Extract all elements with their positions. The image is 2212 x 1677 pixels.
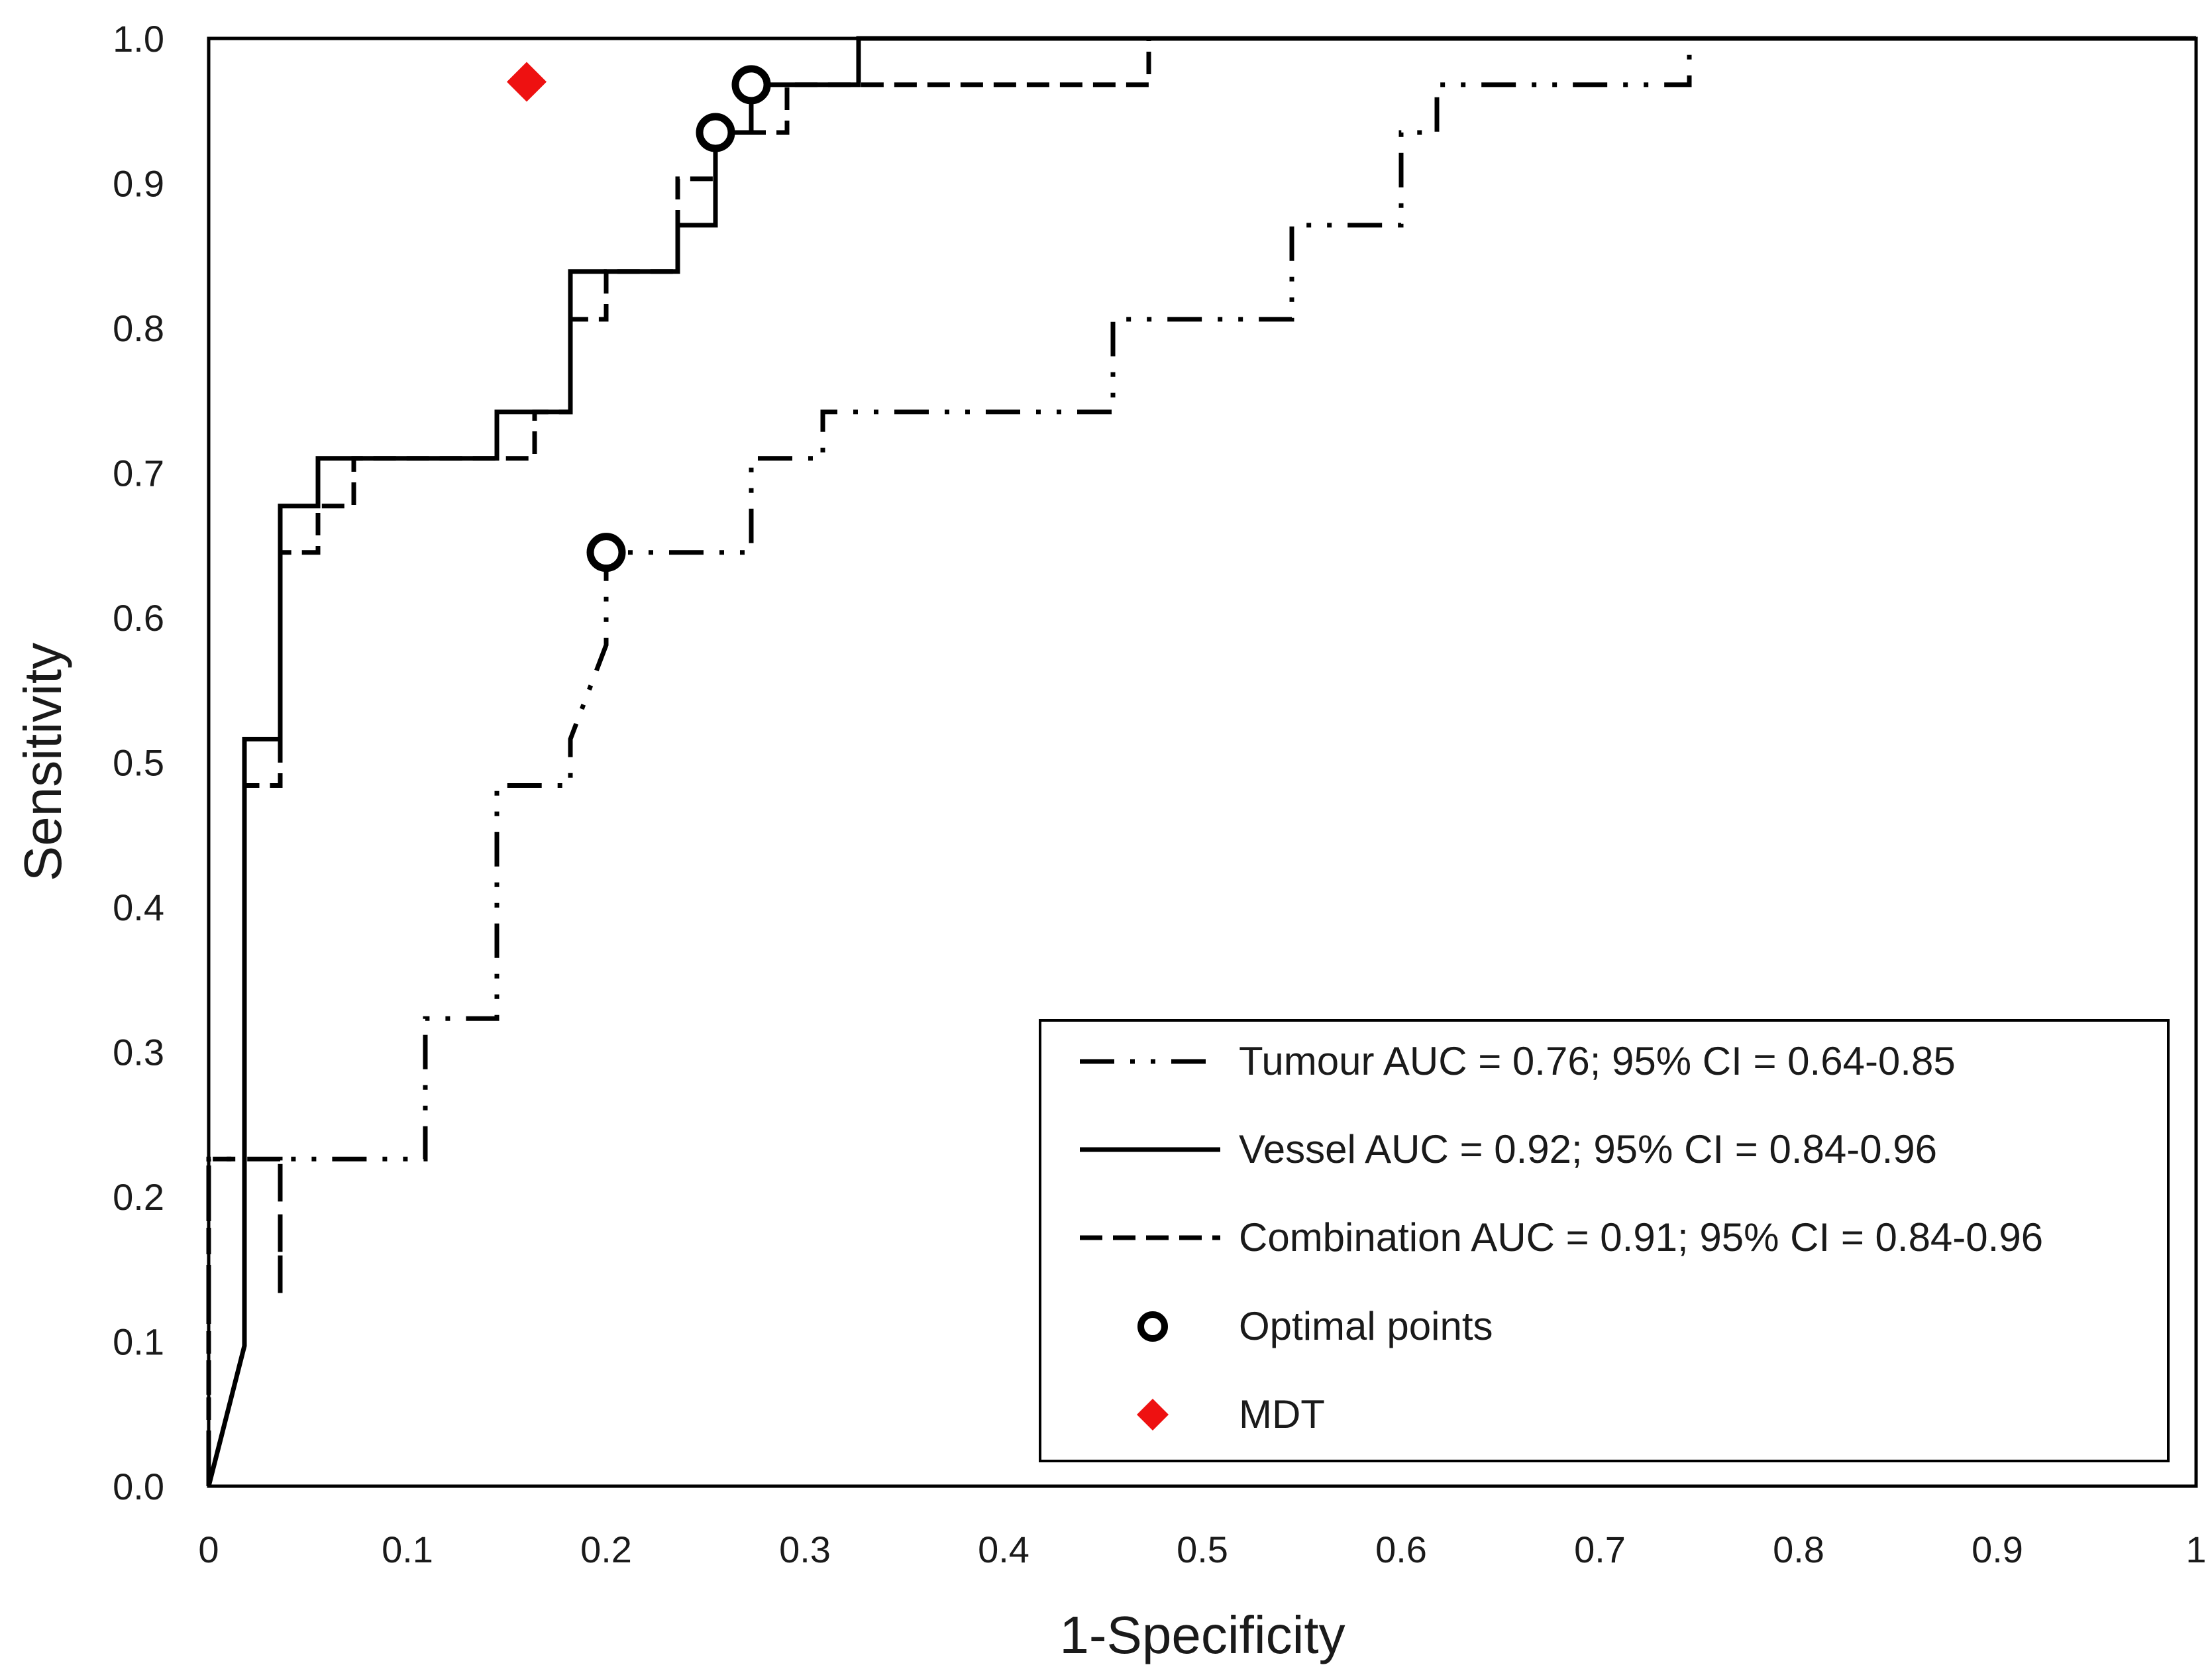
optimal-point-marker [696,113,735,152]
x-axis-title: 1-Specificity [1059,1605,1345,1664]
y-tick-label: 0.5 [113,742,164,784]
y-tick-label: 0.0 [113,1466,164,1507]
legend-box [1039,1019,2170,1462]
series-line-combination [206,36,2196,1486]
legend-label-mdt: MDT [1239,1392,1325,1436]
legend-label-combination: Combination AUC = 0.91; 95% CI = 0.84-0.… [1239,1215,2043,1260]
x-tick-label: 0.7 [1574,1529,1626,1570]
x-tick-label: 0 [198,1529,219,1570]
x-tick-label: 0.5 [1177,1529,1228,1570]
x-tick-label: 1 [2186,1529,2206,1570]
x-tick-label: 0.8 [1773,1529,1824,1570]
markers-layer [507,62,771,572]
y-tick-label: 0.6 [113,597,164,639]
x-tick-label: 0.6 [1375,1529,1427,1570]
legend-label-tumour: Tumour AUC = 0.76; 95% CI = 0.64-0.85 [1239,1039,1956,1083]
mdt-marker [507,62,547,102]
x-tick-label: 0.9 [1972,1529,2023,1570]
x-tick-label: 0.2 [580,1529,632,1570]
y-tick-label: 0.7 [113,453,164,494]
x-axis-ticks: 0 0.1 0.2 0.3 0.4 0.5 0.6 0.7 0.8 0.9 1 [198,1529,2206,1570]
y-tick-label: 0.2 [113,1176,164,1218]
legend: Tumour AUC = 0.76; 95% CI = 0.64-0.85 Ves… [1039,1019,2170,1462]
y-tick-label: 0.8 [113,307,164,349]
y-tick-label: 1.0 [113,18,164,60]
legend-swatch-optimal-points [1137,1311,1168,1342]
y-tick-label: 0.3 [113,1032,164,1073]
plot-area-frame [207,36,2198,1488]
x-tick-label: 0.1 [382,1529,433,1570]
optimal-point-marker [586,533,626,572]
x-tick-label: 0.3 [779,1529,831,1570]
legend-label-optimal-points: Optimal points [1239,1304,1493,1348]
x-tick-label: 0.4 [978,1529,1029,1570]
optimal-point-marker [731,65,771,105]
y-tick-label: 0.4 [113,887,164,928]
legend-label-vessel: Vessel AUC = 0.92; 95% CI = 0.84-0.96 [1239,1127,1937,1171]
y-tick-label: 0.1 [113,1321,164,1363]
y-axis-ticks: 0.0 0.1 0.2 0.3 0.4 0.5 0.6 0.7 0.8 0.9 1.0 [113,18,164,1507]
legend-swatch-mdt [1137,1399,1169,1431]
y-tick-label: 0.9 [113,163,164,205]
y-axis-title: Sensitivity [13,643,72,881]
